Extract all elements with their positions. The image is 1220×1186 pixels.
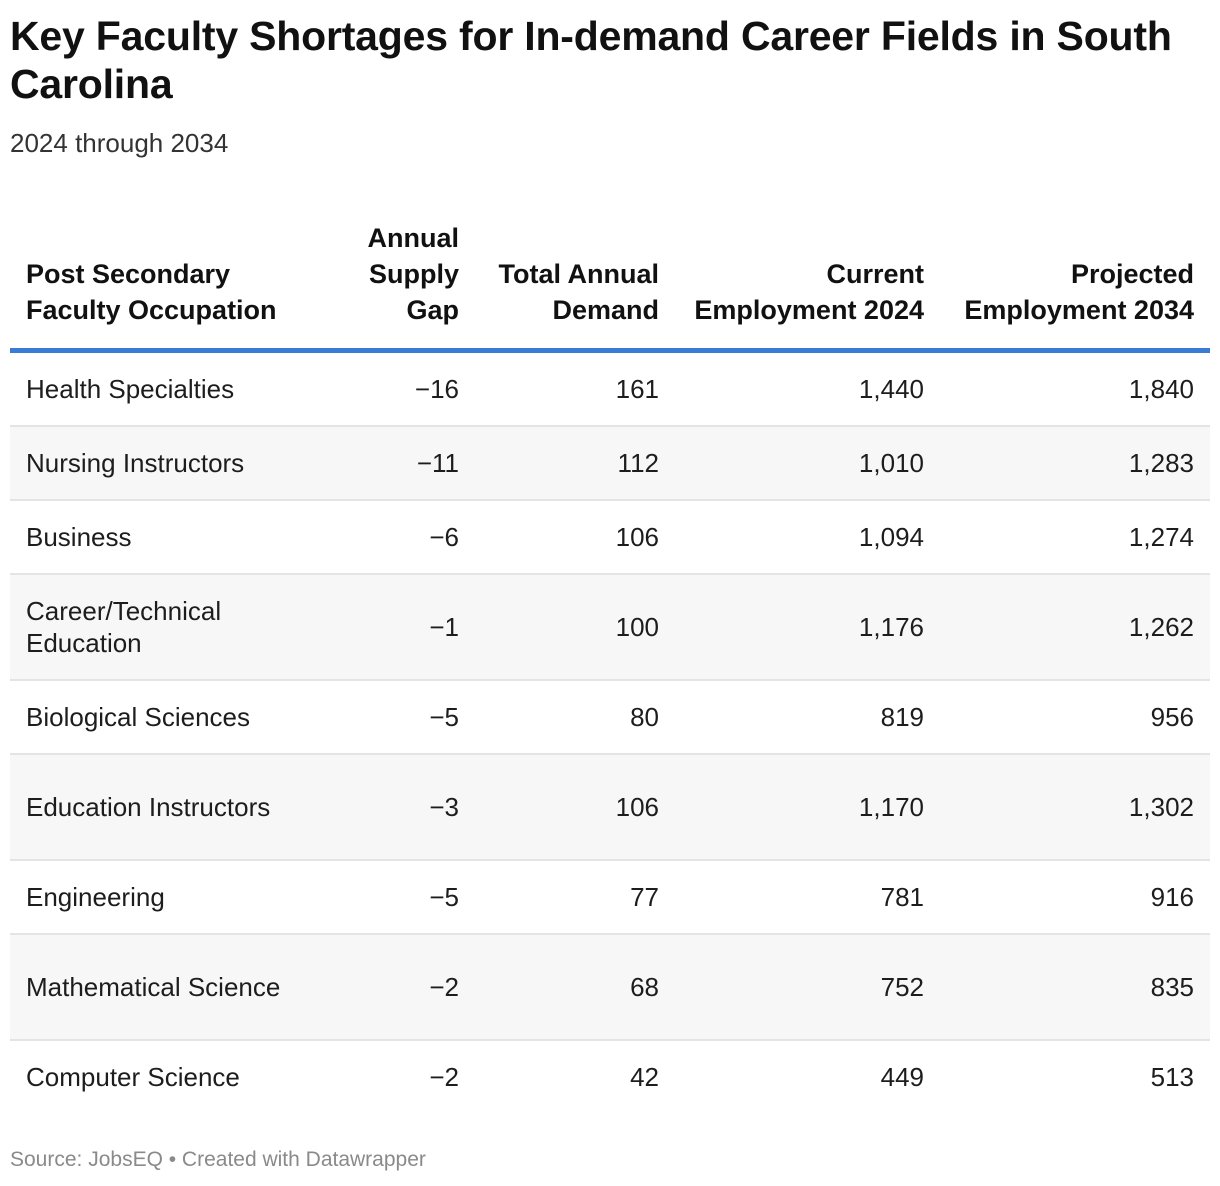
table-row: Business −6 106 1,094 1,274 (10, 500, 1210, 575)
value-cell: 1,262 (940, 574, 1210, 681)
table-row: Mathematical Science −2 68 752 835 (10, 934, 1210, 1041)
value-cell: 916 (940, 860, 1210, 935)
value-cell: 77 (475, 860, 675, 935)
value-cell: 956 (940, 680, 1210, 755)
value-cell: −11 (310, 426, 475, 501)
value-cell: 80 (475, 680, 675, 755)
table-row: Health Specialties −16 161 1,440 1,840 (10, 350, 1210, 427)
table-row: Nursing Instructors −11 112 1,010 1,283 (10, 426, 1210, 501)
value-cell: −16 (310, 350, 475, 427)
value-cell: 1,840 (940, 350, 1210, 427)
column-header-3: Current Employment 2024 (675, 212, 940, 353)
occupation-cell: Nursing Instructors (10, 426, 310, 501)
value-cell: −2 (310, 934, 475, 1041)
value-cell: 819 (675, 680, 940, 755)
value-cell: 1,283 (940, 426, 1210, 501)
occupation-cell: Computer Science (26, 1062, 240, 1092)
value-cell: 1,302 (940, 754, 1210, 861)
value-cell: 449 (880, 1062, 924, 1092)
value-cell: 1,094 (675, 500, 940, 575)
value-cell: −6 (310, 500, 475, 575)
chart-container: Key Faculty Shortages for In-demand Care… (10, 0, 1210, 1092)
value-cell: −3 (310, 754, 475, 861)
value-cell: 1,170 (675, 754, 940, 861)
table-header: Post Secondary Faculty Occupation Annual … (10, 212, 1210, 353)
data-table: Post Secondary Faculty Occupation Annual … (10, 212, 1210, 1113)
column-header-2: Total Annual Demand (475, 212, 675, 353)
value-cell: −2 (429, 1062, 459, 1092)
value-cell: 106 (475, 754, 675, 861)
chart-title: Key Faculty Shortages for In-demand Care… (10, 13, 1172, 107)
value-cell: 1,010 (675, 426, 940, 501)
occupation-cell: Business (10, 500, 310, 575)
value-cell: 68 (475, 934, 675, 1041)
occupation-cell: Engineering (10, 860, 310, 935)
chart-subtitle: 2024 through 2034 (10, 128, 229, 158)
value-cell: 112 (475, 426, 675, 501)
value-cell: 42 (630, 1062, 659, 1092)
table-row: Computer Science −2 42 449 513 (10, 1040, 1210, 1113)
occupation-cell: Career/Technical Education (10, 574, 310, 681)
table-row: Career/Technical Education −1 100 1,176 1,26… (10, 574, 1210, 681)
value-cell: 161 (475, 350, 675, 427)
occupation-cell: Mathematical Science (10, 934, 310, 1041)
table-row: Engineering −5 77 781 916 (10, 860, 1210, 935)
header-row: Post Secondary Faculty Occupation Annual … (10, 212, 1210, 353)
value-cell: 752 (675, 934, 940, 1041)
value-cell: −5 (310, 680, 475, 755)
value-cell: −5 (310, 860, 475, 935)
value-cell: 1,440 (675, 350, 940, 427)
column-header-4: Projected Employment 2034 (940, 212, 1210, 353)
value-cell: 513 (1150, 1062, 1194, 1092)
column-header-0: Post Secondary Faculty Occupation (10, 212, 310, 353)
value-cell: 835 (940, 934, 1210, 1041)
column-header-1: Annual Supply Gap (310, 212, 475, 353)
occupation-cell: Education Instructors (10, 754, 310, 861)
value-cell: 1,176 (675, 574, 940, 681)
table-row: Biological Sciences −5 80 819 956 (10, 680, 1210, 755)
table-row: Education Instructors −3 106 1,170 1,302 (10, 754, 1210, 861)
value-cell: 100 (475, 574, 675, 681)
value-cell: 106 (475, 500, 675, 575)
source-footer: Source: JobsEQ • Created with Datawrappe… (10, 1148, 426, 1171)
value-cell: −1 (310, 574, 475, 681)
value-cell: 781 (675, 860, 940, 935)
occupation-cell: Health Specialties (10, 350, 310, 427)
value-cell: 1,274 (940, 500, 1210, 575)
table-body: Health Specialties −16 161 1,440 1,840 Nursin… (10, 350, 1210, 1114)
occupation-cell: Biological Sciences (10, 680, 310, 755)
